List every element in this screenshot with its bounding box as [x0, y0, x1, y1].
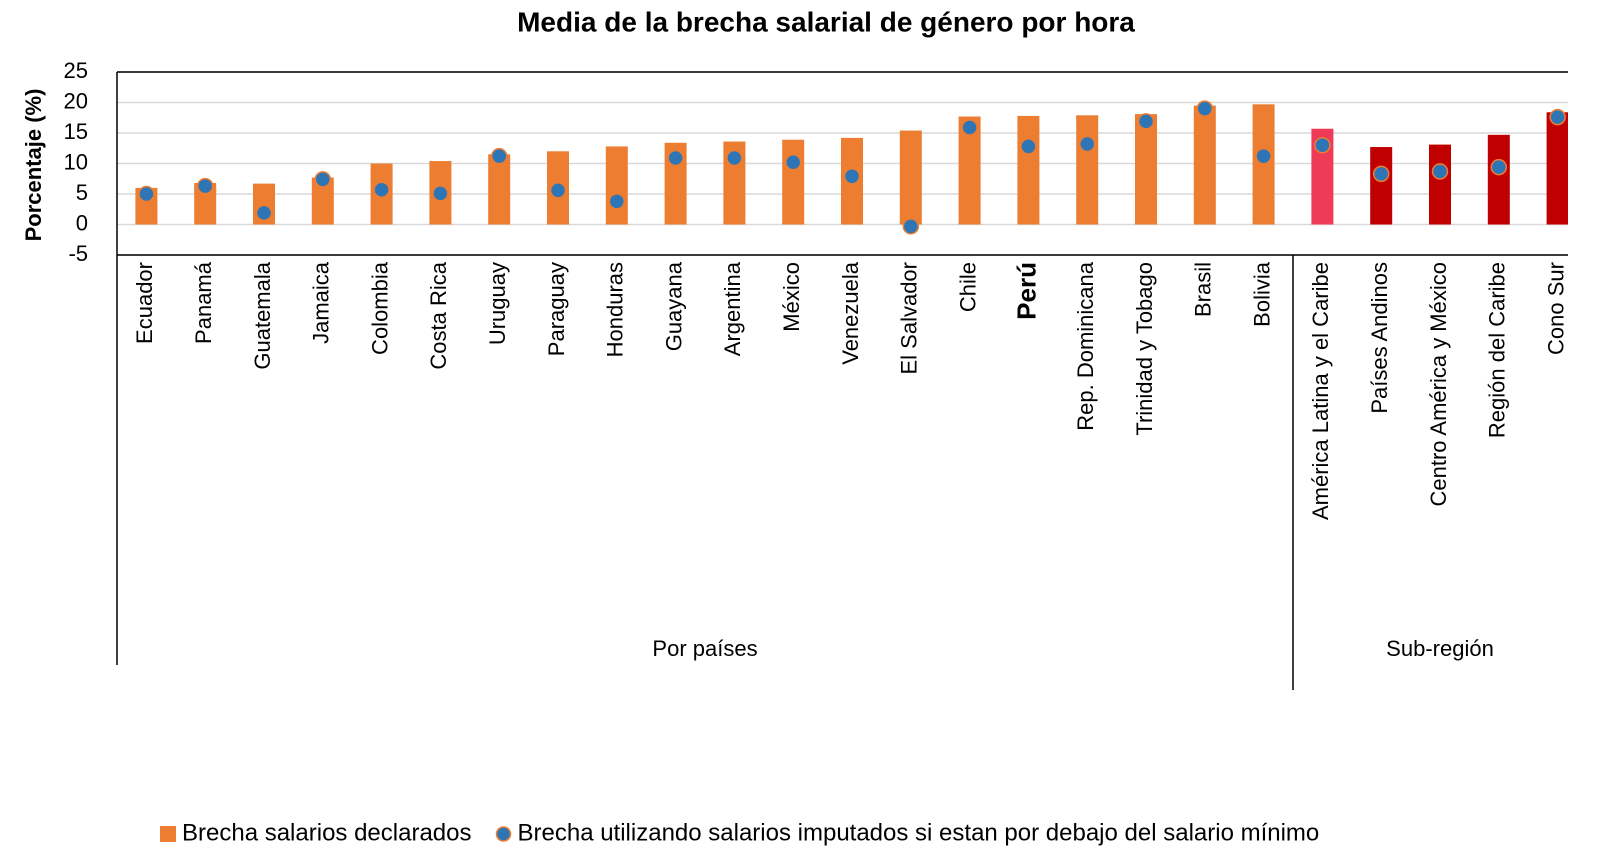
bar: [1135, 114, 1157, 225]
bar: [1487, 134, 1510, 225]
y-tick-label: 5: [76, 180, 88, 205]
dot: [549, 182, 567, 199]
x-tick-label: Argentina: [720, 261, 745, 356]
bar: [1546, 112, 1568, 225]
dot: [902, 218, 920, 235]
legend-label: Brecha salarios declarados: [182, 819, 472, 846]
bar: [1370, 147, 1393, 225]
group-label: Sub-región: [1386, 636, 1494, 661]
dot: [1137, 113, 1155, 130]
bar: [782, 139, 805, 225]
x-tick-label: Paraguay: [544, 262, 569, 356]
chart-title: Media de la brecha salarial de género po…: [517, 6, 1135, 37]
dot: [784, 154, 802, 171]
dot: [1549, 108, 1566, 126]
y-tick-label: 0: [76, 210, 88, 235]
dot: [1255, 147, 1272, 165]
legend-marker: [160, 826, 176, 842]
x-tick-label: Países Andinos: [1367, 262, 1392, 414]
bar: [605, 146, 628, 225]
dot: [196, 177, 214, 195]
legend-label: Brecha utilizando salarios imputados si …: [518, 819, 1320, 846]
bar: [958, 116, 981, 225]
dot: [373, 181, 390, 198]
dot: [1020, 138, 1037, 155]
plot: Ecuador Panamá Guatemala Jamaica Colombia Cos…: [116, 71, 1568, 690]
dot: [138, 185, 155, 203]
x-tick-label: Cono Sur: [1543, 262, 1568, 355]
x-tick-label: Trinidad y Tobago: [1132, 262, 1157, 436]
x-tick-label: Perú: [1011, 262, 1041, 320]
dot: [314, 171, 332, 188]
dot: [1314, 136, 1331, 154]
x-tick-label: Brasil: [1191, 262, 1216, 317]
y-tick-label: 20: [64, 88, 88, 113]
x-tick-label: Centro América y México: [1426, 262, 1451, 507]
x-tick-label: Colombia: [367, 261, 392, 355]
dot: [432, 185, 449, 202]
x-tick-label: Costa Rica: [426, 261, 451, 369]
x-tick-label: Chile: [955, 262, 980, 312]
x-tick-label: Uruguay: [485, 262, 510, 345]
bar: [311, 177, 334, 225]
x-tick-label: Honduras: [603, 262, 628, 357]
x-tick-label: Rep. Dominicana: [1073, 261, 1098, 431]
x-tick-label: México: [779, 262, 804, 332]
x-tick-label: Venezuela: [838, 261, 863, 365]
legend-marker: [495, 826, 512, 842]
group-label: Por países: [652, 636, 757, 661]
bar: [1076, 115, 1099, 225]
x-tick-label: Región del Caribe: [1485, 262, 1510, 438]
y-tick-label: 25: [64, 58, 88, 83]
bar: [194, 183, 217, 225]
bar: [899, 130, 922, 225]
dot: [255, 204, 273, 222]
bar: [1017, 115, 1040, 225]
dot: [726, 149, 743, 167]
bar: [1311, 128, 1334, 225]
dot: [1078, 135, 1096, 153]
x-tick-label: América Latina y el Caribe: [1308, 262, 1333, 520]
x-tick-label: Panamá: [191, 261, 216, 344]
bar: [1429, 144, 1451, 225]
dot: [1372, 165, 1390, 183]
dot: [667, 149, 684, 167]
x-tick-label: Bolivia: [1249, 261, 1274, 327]
dot: [961, 119, 978, 136]
dot: [1490, 158, 1508, 176]
x-tick-label: Ecuador: [132, 262, 157, 344]
bar: [1193, 105, 1216, 225]
x-tick-label: Jamaica: [309, 261, 334, 344]
bar: [488, 154, 511, 225]
x-tick-label: Guayana: [661, 261, 686, 351]
dot: [1196, 100, 1214, 117]
dot: [843, 168, 861, 185]
y-tick-label: 15: [64, 119, 88, 144]
x-tick-label: Guatemala: [250, 261, 275, 369]
y-axis-title: Porcentaje (%): [21, 89, 46, 242]
dot: [608, 193, 626, 210]
y-tick-label: -5: [68, 241, 88, 266]
x-tick-label: El Salvador: [897, 262, 922, 375]
dot: [490, 147, 508, 165]
y-tick-label: 10: [64, 149, 88, 174]
dot: [1431, 163, 1449, 180]
